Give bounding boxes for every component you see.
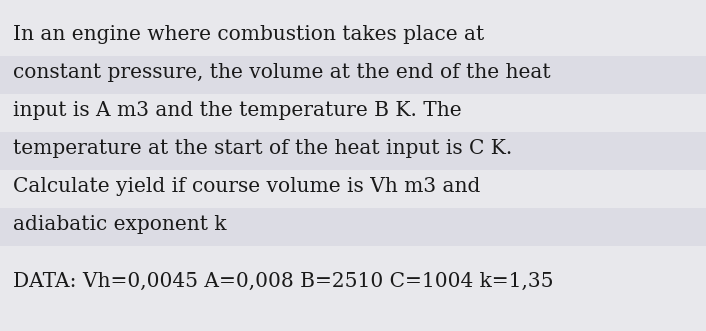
Bar bbox=[0, 170, 706, 208]
Bar bbox=[0, 18, 706, 56]
Text: adiabatic exponent k: adiabatic exponent k bbox=[13, 215, 227, 234]
Text: Calculate yield if course volume is Vh m3 and: Calculate yield if course volume is Vh m… bbox=[13, 177, 480, 196]
Bar bbox=[0, 94, 706, 132]
Bar bbox=[0, 56, 706, 94]
Text: temperature at the start of the heat input is C K.: temperature at the start of the heat inp… bbox=[13, 139, 513, 158]
Text: input is A m3 and the temperature B K. The: input is A m3 and the temperature B K. T… bbox=[13, 101, 462, 120]
Bar bbox=[0, 208, 706, 246]
Text: DATA: Vh=0,0045 A=0,008 B=2510 C=1004 k=1,35: DATA: Vh=0,0045 A=0,008 B=2510 C=1004 k=… bbox=[13, 272, 554, 291]
Text: In an engine where combustion takes place at: In an engine where combustion takes plac… bbox=[13, 25, 484, 44]
Text: constant pressure, the volume at the end of the heat: constant pressure, the volume at the end… bbox=[13, 63, 551, 82]
Bar bbox=[0, 132, 706, 170]
